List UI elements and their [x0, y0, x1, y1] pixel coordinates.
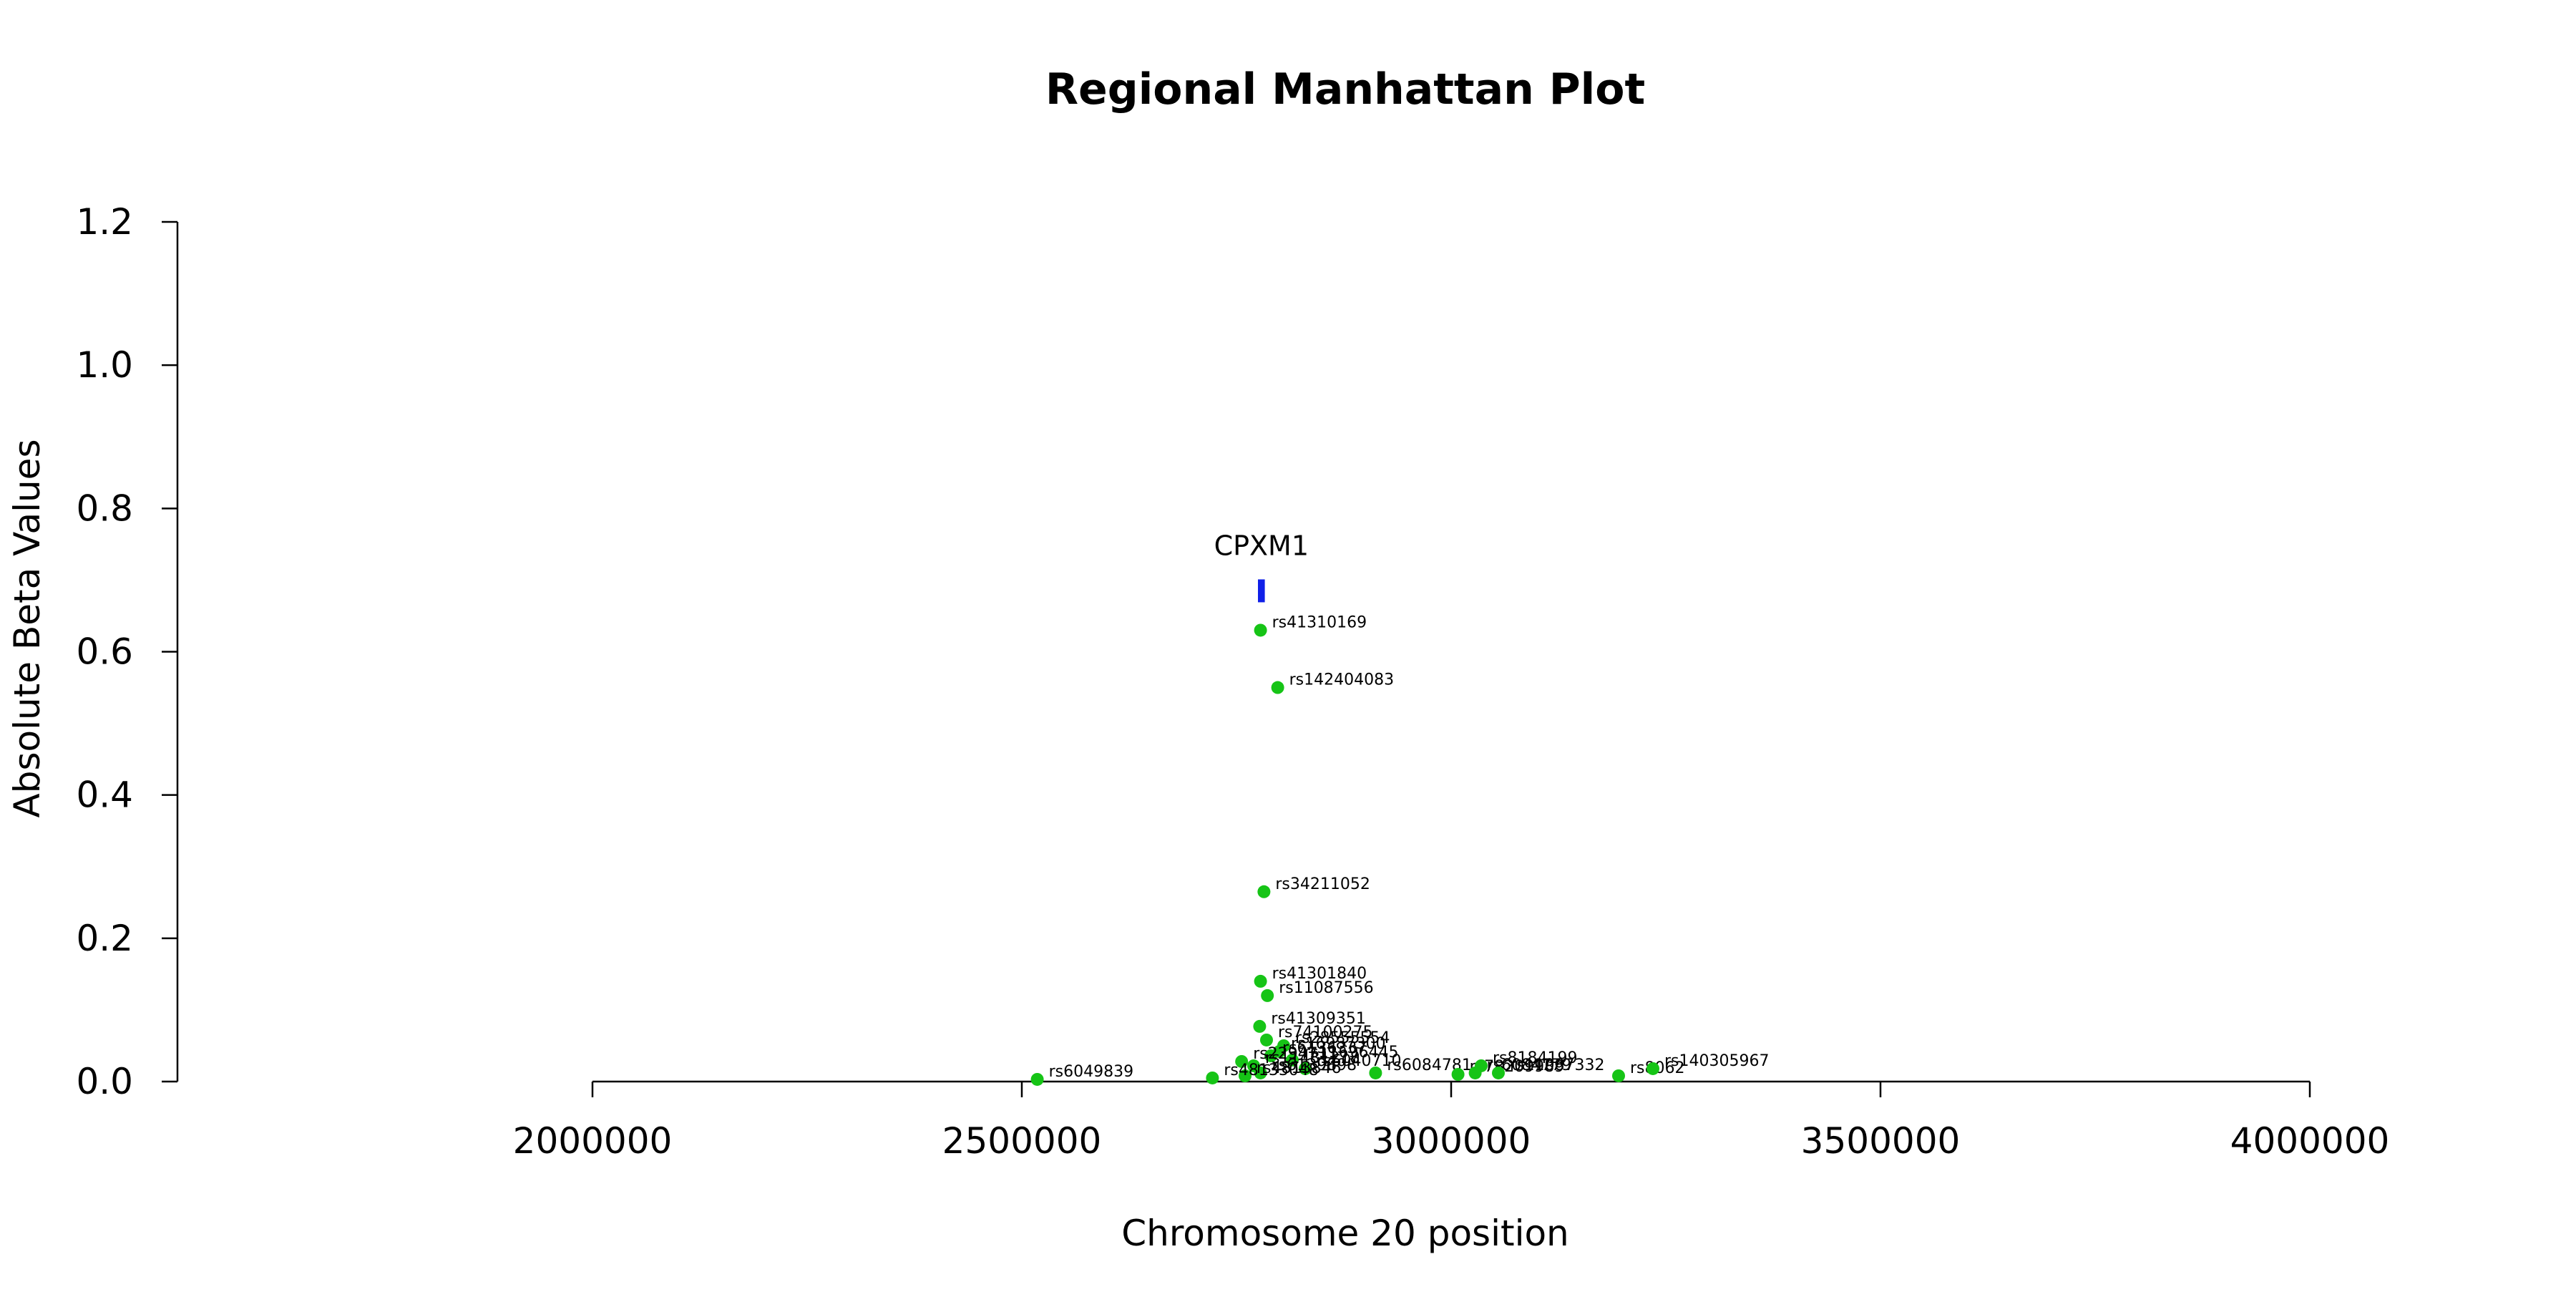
data-point: [1206, 1071, 1219, 1084]
data-point-label: rs41309351: [1271, 1010, 1365, 1028]
data-point-label: rs4813846: [1257, 1059, 1342, 1077]
data-point: [1264, 1049, 1277, 1062]
data-point-label: rs48133048: [1224, 1062, 1318, 1079]
gene-bar: [1258, 579, 1265, 603]
data-point: [1271, 681, 1284, 694]
x-tick-label: 2000000: [513, 1120, 673, 1162]
data-point: [1646, 1062, 1659, 1075]
chart-title: Regional Manhattan Plot: [1045, 64, 1645, 115]
data-point-label: rs6139898: [1272, 1057, 1357, 1074]
data-point: [1239, 1069, 1252, 1082]
y-tick-label: 1.2: [76, 201, 133, 243]
x-axis-label: Chromosome 20 position: [1121, 1213, 1569, 1254]
data-point: [1030, 1072, 1044, 1086]
y-tick-label: 0.8: [76, 487, 133, 529]
data-point-label: rs6049839: [1049, 1063, 1134, 1081]
y-tick-label: 0.4: [76, 774, 133, 816]
data-point-label: rs6040710: [1317, 1052, 1402, 1070]
data-point-label: rs16987300: [1291, 1035, 1385, 1053]
data-point: [1451, 1067, 1465, 1081]
data-point-label: rs8184199: [1493, 1049, 1578, 1067]
data-point: [1369, 1066, 1382, 1079]
data-point-label: rs140305967: [1664, 1052, 1769, 1070]
data-point-label: rs28555554: [1295, 1029, 1390, 1047]
y-tick-label: 1.0: [76, 344, 133, 386]
data-point-label: rs11481218: [1265, 1049, 1360, 1067]
data-point-label: rs41310169: [1272, 613, 1367, 631]
y-axis-label: Absolute Beta Values: [6, 439, 48, 818]
data-point: [1254, 623, 1267, 637]
data-point: [1254, 1066, 1267, 1079]
data-point: [1492, 1066, 1505, 1079]
data-point: [1257, 885, 1271, 898]
x-tick-label: 4000000: [2230, 1120, 2390, 1162]
gene-label: CPXM1: [1214, 530, 1309, 561]
data-point: [1612, 1069, 1625, 1082]
x-tick-label: 3000000: [1372, 1120, 1531, 1162]
data-point: [1260, 1033, 1273, 1046]
data-point-label: rs74100275: [1278, 1024, 1372, 1041]
data-point-label: rs11696445: [1304, 1044, 1398, 1062]
data-point-label: rs11087556: [1279, 979, 1373, 997]
axes: 2000000 2500000 3000000 3500000 4000000 0.0 0.…: [76, 201, 2389, 1162]
data-point: [1261, 989, 1274, 1002]
x-tick-label: 2500000: [942, 1120, 1102, 1162]
data-point-label: rs6136337: [1282, 1039, 1367, 1057]
data-point: [1286, 1053, 1299, 1067]
data-point: [1475, 1059, 1488, 1072]
data-point-label: rs34211052: [1275, 875, 1370, 893]
y-tick-label: 0.6: [76, 631, 133, 673]
data-point-label: rs2294711: [1253, 1045, 1338, 1063]
data-point-label: rs41301840: [1272, 965, 1367, 983]
data-point: [1253, 1019, 1267, 1033]
y-tick-label: 0.2: [76, 918, 133, 959]
gene-track: CPXM1: [1214, 530, 1309, 603]
y-tick-label: 0.0: [76, 1061, 133, 1102]
data-point-label: rs11087332: [1510, 1057, 1604, 1074]
data-point-label: rs142404083: [1289, 671, 1394, 689]
data-point: [1299, 1062, 1312, 1075]
x-tick-label: 3500000: [1801, 1120, 1961, 1162]
data-points: rs41310169 rs142404083 rs34211052 rs4130184…: [1030, 613, 1769, 1086]
data-point: [1235, 1054, 1249, 1068]
data-point: [1254, 974, 1267, 988]
